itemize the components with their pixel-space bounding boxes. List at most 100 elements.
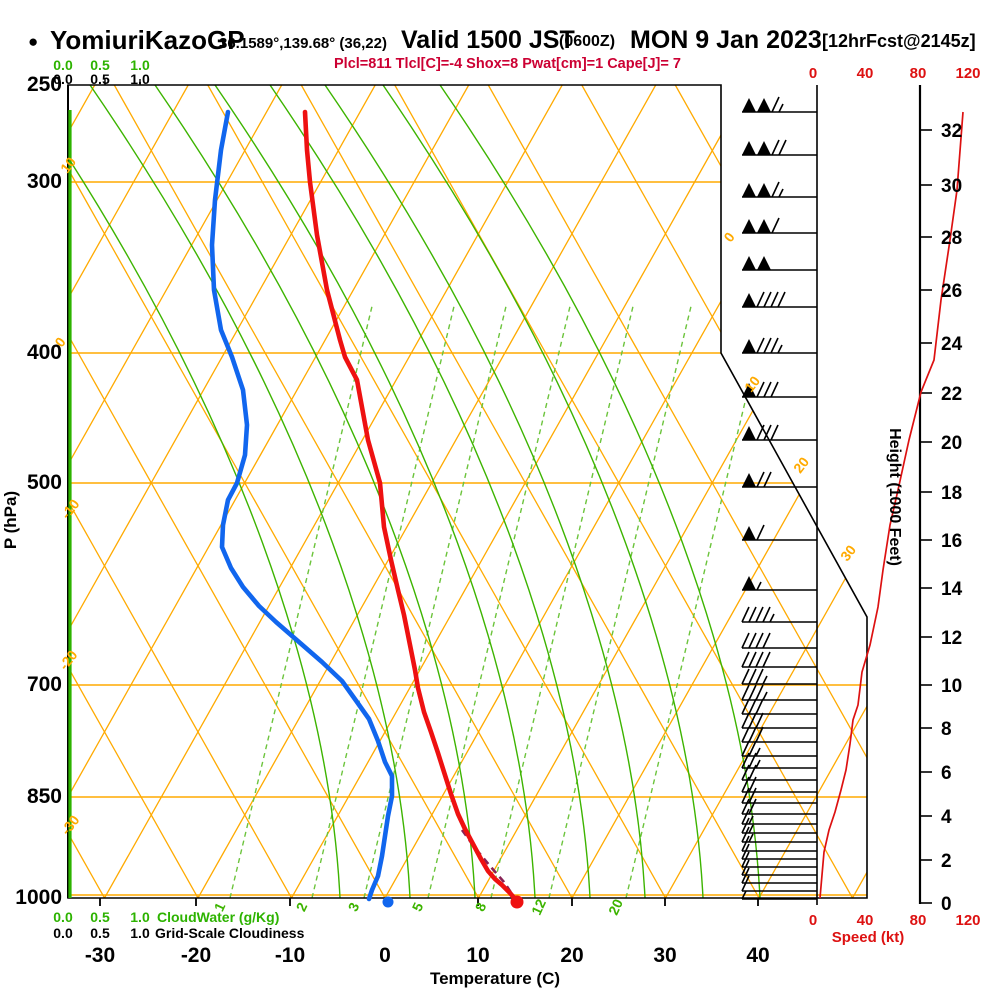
wind-barb-full <box>741 826 750 843</box>
wind-barb <box>742 471 817 488</box>
temperature-tick-label: -20 <box>181 944 211 967</box>
wind-barb-full <box>748 776 757 793</box>
mixing-ratio-line <box>229 304 374 898</box>
speed-axis-title: Speed (kt) <box>832 929 905 946</box>
speed-tick-label-top: 80 <box>910 65 927 82</box>
wind-barb-full <box>771 181 780 198</box>
dry-adiabat-line <box>68 85 293 898</box>
wind-barb-half <box>762 675 768 685</box>
cloudwater-scale-bottom: 0.5 <box>90 909 110 925</box>
moist-adiabat-line <box>269 85 591 898</box>
wind-barb-pennant <box>742 98 756 112</box>
height-tick-label: 16 <box>941 531 962 552</box>
wind-barb <box>741 606 817 623</box>
wind-barb <box>741 890 817 900</box>
dry-adiabat-line <box>300 85 760 898</box>
forecast-info: [12hrFcst@2145z] <box>822 31 976 51</box>
height-tick-label: 8 <box>941 719 952 740</box>
wind-barb-full <box>763 471 772 488</box>
wind-barb-full <box>748 632 757 649</box>
wind-barb-pennant <box>757 141 771 155</box>
mixing-ratio-line <box>363 304 508 898</box>
pressure-axis-title: P (hPa) <box>1 491 20 549</box>
pressure-tick-label: 1000 <box>15 886 62 909</box>
height-tick-label: 30 <box>941 176 962 197</box>
isotherm-line <box>197 85 657 898</box>
dry-adiabat-line <box>394 85 854 898</box>
wind-barb-full <box>755 632 764 649</box>
wind-barb-full <box>748 798 757 815</box>
wind-barb-half <box>755 759 761 769</box>
mixing-ratio-label: 8 <box>472 900 490 914</box>
moist-adiabat-line <box>68 85 341 898</box>
wind-barb-full <box>748 764 757 781</box>
moist-adiabat-line <box>439 85 761 898</box>
wind-barb-full <box>755 698 764 715</box>
wind-barb-full <box>756 337 765 354</box>
speed-tick-label-bottom: 0 <box>809 912 817 929</box>
mixing-ratio-line <box>311 304 456 898</box>
wind-speed-curve <box>819 111 964 899</box>
wind-barb-full <box>755 684 764 701</box>
wind-barb-full <box>762 606 771 623</box>
dry-adiabat-line <box>207 85 667 898</box>
wind-barb-full <box>748 787 757 804</box>
dewpoint-curve <box>209 109 395 902</box>
wind-barb-full <box>756 424 765 441</box>
wind-barb <box>742 524 817 541</box>
station-title: YomiuriKazoGP <box>50 25 245 55</box>
wind-barb-half <box>778 103 784 113</box>
speed-tick-label-top: 120 <box>955 65 980 82</box>
temperature-curve <box>302 109 519 903</box>
height-tick-label: 14 <box>941 579 963 600</box>
wind-barb-half <box>762 691 768 701</box>
isotherm-line <box>68 85 470 898</box>
cloudiness-scale-top: 1.0 <box>130 71 150 87</box>
wind-barb <box>741 712 817 729</box>
wind-barb-half <box>756 581 762 591</box>
pressure-tick-label: 700 <box>27 673 62 696</box>
wind-barb-full <box>741 867 750 884</box>
temperature-tick-label: 30 <box>653 944 676 967</box>
dry-adiabat-line <box>581 85 867 898</box>
wind-barb-pennant <box>742 219 756 233</box>
wind-barbs-layer <box>741 96 817 900</box>
wind-barb <box>742 139 817 156</box>
wind-barb-full <box>748 712 757 729</box>
dry-adiabat-label: -10 <box>58 496 83 522</box>
wind-barb-full <box>756 471 765 488</box>
dry-adiabat-line <box>113 85 573 898</box>
wind-barb-pennant <box>742 426 756 440</box>
wind-barb-full <box>763 381 772 398</box>
wind-barb-half <box>755 747 761 757</box>
grid-layer <box>68 85 867 898</box>
cloudiness-scale-bottom: 1.0 <box>130 925 150 941</box>
wind-barb-full <box>741 632 750 649</box>
pressure-tick-label: 400 <box>27 341 62 364</box>
wind-barb <box>741 752 817 769</box>
wind-barb-pennant <box>742 526 756 540</box>
wind-barb <box>742 337 817 354</box>
wind-barb-full <box>762 651 771 668</box>
height-tick-label: 4 <box>941 807 952 828</box>
wind-barb <box>742 217 817 234</box>
height-tick-label: 28 <box>941 228 962 249</box>
wind-barb <box>742 256 817 271</box>
isotherm-line <box>384 85 844 898</box>
temperature-tick-label: 10 <box>466 944 489 967</box>
height-tick-label: 24 <box>941 334 963 355</box>
wind-barb-full <box>770 381 779 398</box>
wind-barb <box>741 698 817 715</box>
isotherm-line <box>664 85 867 898</box>
cloudwater-scale-top: 0.0 <box>53 57 73 73</box>
valid-time: Valid 1500 JST <box>401 26 575 54</box>
dry-adiabat-line <box>768 85 867 898</box>
wind-barb-full <box>748 651 757 668</box>
moist-adiabat-line <box>214 85 536 898</box>
wind-barb-full <box>763 291 772 308</box>
mixing-ratio-label: 12 <box>528 896 549 917</box>
mixing-ratio-line <box>625 304 770 898</box>
wind-barb-full <box>748 684 757 701</box>
wind-barb-full <box>741 698 750 715</box>
wind-barb-full <box>771 139 780 156</box>
